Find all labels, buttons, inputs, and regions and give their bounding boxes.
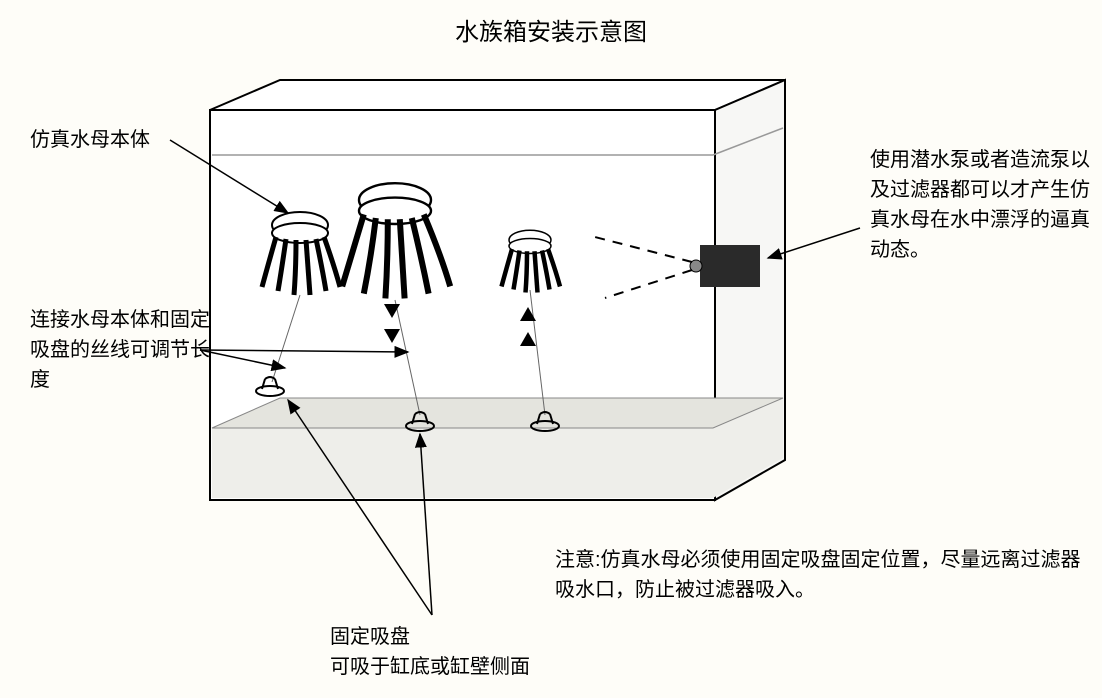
jellyfish-2 (342, 183, 450, 298)
tank (210, 80, 785, 500)
suction-cup-2 (406, 412, 434, 431)
current-dash-1 (595, 237, 692, 262)
suction-cup-3 (531, 412, 559, 431)
flow-arrow-up-1 (520, 332, 536, 346)
arrow-thread-b (200, 350, 408, 352)
water-current-label: Water Current (485, 190, 597, 211)
jellyfish-label-1: Jellyfish (258, 178, 322, 199)
annotation-suction: 固定吸盘 可吸于缸底或缸壁侧面 (330, 622, 610, 682)
jellyfish-3 (502, 230, 561, 292)
jellyfish-1 (262, 212, 340, 295)
thread-3 (530, 290, 545, 415)
annotation-notice: 注意:仿真水母必须使用固定吸盘固定位置，尽量远离过滤器吸水口，防止被过滤器吸入。 (555, 545, 1095, 605)
arrow-suction-b (420, 434, 432, 615)
diagram-title: 水族箱安装示意图 (455, 12, 647, 47)
annotation-pump: 使用潜水泵或者造流泵以及过滤器都可以才产生仿真水母在水中漂浮的逼真动态。 (870, 145, 1090, 265)
flow-arrow-down-1 (384, 304, 400, 318)
pump (690, 245, 760, 287)
arrow-pump (768, 228, 860, 258)
jellyfish-label-2: Jellyfish (362, 140, 426, 161)
annotation-jellyfish-body: 仿真水母本体 (30, 125, 200, 155)
thread-1 (272, 295, 300, 382)
current-dash-2 (605, 270, 692, 298)
arrow-thread-a (200, 350, 285, 368)
flow-arrow-up-2 (520, 307, 536, 321)
annotation-thread: 连接水母本体和固定吸盘的丝线可调节长度 (30, 305, 210, 395)
suction-cup-1 (256, 377, 284, 396)
arrow-suction-a (288, 400, 432, 615)
thread-2 (395, 300, 420, 415)
flow-arrow-down-2 (384, 329, 400, 343)
